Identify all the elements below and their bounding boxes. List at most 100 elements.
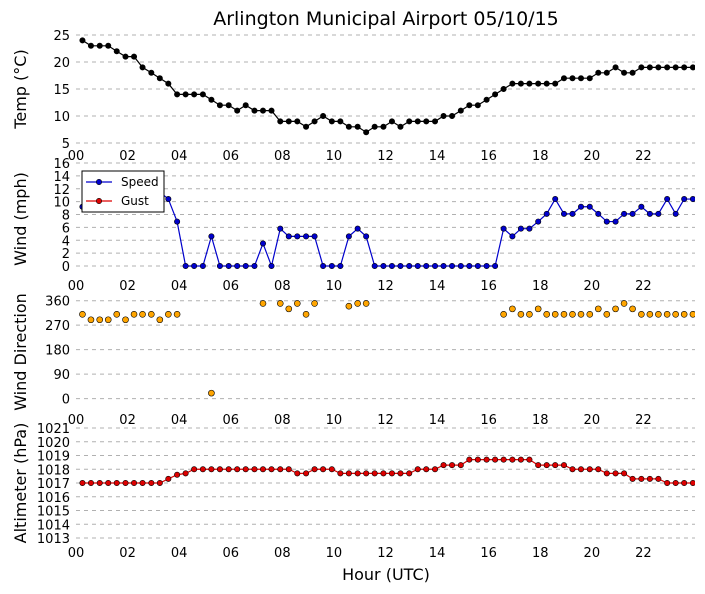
- y-tick-label: 270: [45, 319, 70, 334]
- data-point: [259, 300, 267, 307]
- data-point: [500, 225, 507, 232]
- data-point: [191, 466, 198, 473]
- data-point: [423, 466, 430, 473]
- data-point: [466, 102, 473, 109]
- data-point: [440, 262, 447, 269]
- data-point: [423, 118, 430, 125]
- data-point: [113, 48, 120, 55]
- data-point: [689, 196, 695, 203]
- data-point: [629, 305, 636, 313]
- data-point: [294, 118, 301, 125]
- x-tick-label: 02: [119, 413, 136, 428]
- data-point: [388, 470, 395, 477]
- data-point: [79, 311, 86, 318]
- data-point: [517, 225, 524, 232]
- x-tick-label: 16: [480, 149, 497, 164]
- y-tick-label: 1019: [37, 450, 70, 465]
- data-point: [474, 262, 481, 269]
- data-point: [560, 210, 567, 217]
- data-point: [122, 316, 129, 324]
- data-point: [311, 118, 318, 125]
- data-point: [543, 210, 550, 217]
- data-point: [492, 456, 499, 463]
- data-point: [552, 462, 559, 469]
- data-point: [699, 484, 704, 489]
- data-point: [535, 462, 542, 469]
- x-tick-label: 06: [222, 546, 239, 561]
- data-point: [569, 210, 576, 217]
- data-point: [139, 64, 146, 71]
- data-point: [148, 69, 155, 76]
- data-point: [225, 466, 232, 473]
- data-point: [363, 233, 370, 240]
- data-point: [432, 262, 439, 269]
- data-point: [156, 316, 164, 324]
- data-point: [423, 262, 430, 269]
- data-point: [156, 75, 163, 82]
- data-point: [406, 118, 413, 125]
- data-point: [139, 311, 146, 318]
- y-tick-label: 10: [53, 110, 70, 125]
- data-point: [182, 470, 189, 477]
- x-tick-label: 16: [480, 546, 497, 561]
- data-point: [664, 479, 671, 486]
- x-tick-label: 04: [171, 149, 188, 164]
- x-tick-label: 00: [68, 149, 85, 164]
- data-point: [148, 311, 155, 318]
- data-point: [174, 91, 181, 98]
- x-tick-label: 08: [274, 413, 291, 428]
- x-tick-label: 10: [326, 279, 343, 294]
- data-point: [182, 262, 189, 269]
- data-point: [242, 466, 249, 473]
- data-point: [371, 262, 378, 269]
- data-point: [646, 311, 654, 318]
- data-point: [543, 311, 550, 318]
- data-point: [345, 470, 352, 477]
- data-point: [371, 470, 378, 477]
- x-tick-label: 12: [377, 279, 394, 294]
- y-tick-label: 2: [62, 247, 70, 262]
- legend-box: [81, 170, 165, 213]
- data-point: [457, 462, 464, 469]
- x-tick-label: 18: [532, 149, 549, 164]
- data-point: [165, 311, 172, 318]
- data-point: [259, 466, 266, 473]
- data-point: [380, 470, 387, 477]
- data-point: [595, 69, 602, 76]
- data-point: [165, 80, 172, 87]
- data-point: [311, 233, 318, 240]
- data-point: [345, 233, 352, 240]
- data-point: [311, 300, 318, 307]
- data-point: [483, 96, 490, 103]
- data-point: [500, 456, 507, 463]
- data-point: [577, 311, 585, 318]
- x-tick-label: 14: [429, 149, 446, 164]
- data-point: [156, 479, 163, 486]
- x-tick-label: 08: [274, 546, 291, 561]
- data-point: [594, 305, 602, 313]
- data-point: [586, 311, 594, 318]
- data-point: [79, 37, 86, 44]
- legend: Speed Gust: [81, 170, 165, 213]
- data-point: [165, 475, 172, 482]
- x-tick-label: 04: [171, 279, 188, 294]
- data-point: [131, 53, 138, 60]
- data-point: [354, 225, 361, 232]
- data-point: [328, 466, 335, 473]
- data-point: [432, 118, 439, 125]
- x-tick-label: 10: [326, 413, 343, 428]
- data-point: [225, 262, 232, 269]
- series-line: [82, 39, 693, 133]
- data-point: [595, 210, 602, 217]
- y-axis-label: Wind (mph): [11, 172, 30, 266]
- data-point: [234, 262, 241, 269]
- x-tick-label: 22: [635, 149, 652, 164]
- data-point: [191, 262, 198, 269]
- data-point: [655, 64, 662, 71]
- x-tick-label: 02: [119, 546, 136, 561]
- x-tick-label: 18: [532, 279, 549, 294]
- data-point: [320, 262, 327, 269]
- y-tick-label: 20: [53, 56, 70, 71]
- data-point: [96, 42, 103, 49]
